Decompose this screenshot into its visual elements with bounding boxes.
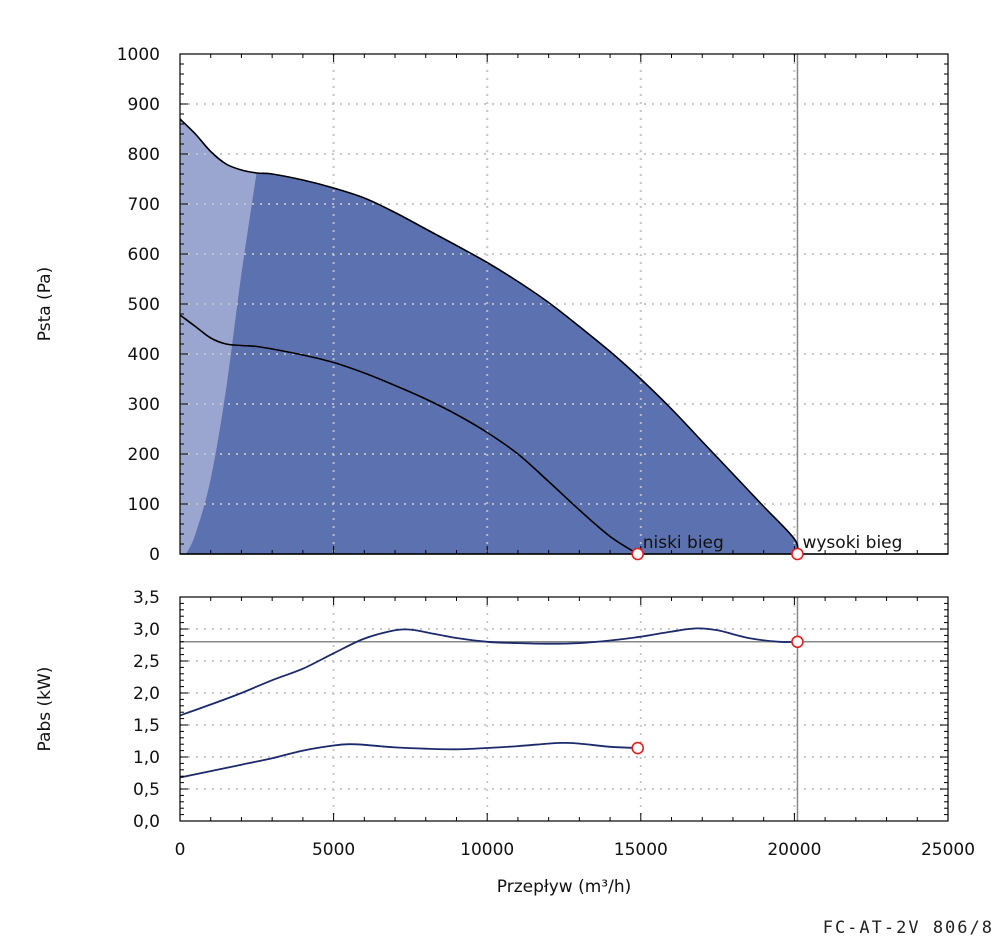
pressure-working-area bbox=[186, 171, 798, 554]
pressure-y-tick-label: 800 bbox=[128, 145, 160, 165]
power-y-tick-label: 2,0 bbox=[133, 684, 160, 704]
power-x-tick-label: 25000 bbox=[921, 840, 975, 860]
power-x-tick-label: 15000 bbox=[614, 840, 668, 860]
power-x-tick-label: 5000 bbox=[312, 840, 355, 860]
pressure-y-tick-label: 600 bbox=[128, 245, 160, 265]
power-y-tick-label: 2,5 bbox=[133, 652, 160, 672]
pressure-y-tick-label: 500 bbox=[128, 295, 160, 315]
power-operating-point bbox=[791, 635, 804, 649]
pressure-axis-title: Psta (Pa) bbox=[35, 267, 55, 341]
pressure-y-tick-label: 200 bbox=[128, 445, 160, 465]
model-code: FC-AT-2V 806/8 bbox=[822, 918, 994, 938]
power-panel: 0,0 0,5 1,0 1,5 2,0 2,5 3,0 3,5 0 5000 10000 15000 2… bbox=[133, 588, 975, 860]
power-y-tick-label: 1,5 bbox=[133, 716, 160, 736]
power-plot-frame bbox=[179, 596, 949, 822]
pressure-y-tick-label: 900 bbox=[128, 95, 160, 115]
power-y-tick-label: 0,5 bbox=[133, 780, 160, 800]
pressure-curve-wysoki-bieg bbox=[179, 118, 799, 555]
pressure-y-tick-label: 400 bbox=[128, 345, 160, 365]
pressure-operating-point bbox=[631, 547, 645, 561]
power-y-tick-label: 3,0 bbox=[133, 620, 160, 640]
pressure-panel: 0 100 200 300 400 500 600 700 800 900 1000 niski bi… bbox=[117, 45, 949, 565]
pressure-operating-point-label: niski bieg bbox=[643, 533, 724, 553]
pressure-y-tick-label: 700 bbox=[128, 195, 160, 215]
power-x-tick-label: 10000 bbox=[460, 840, 514, 860]
pressure-y-tick-label: 0 bbox=[149, 545, 160, 565]
pressure-y-tick-label: 300 bbox=[128, 395, 160, 415]
power-y-tick-label: 3,5 bbox=[133, 588, 160, 608]
pressure-operating-point bbox=[791, 547, 804, 561]
pressure-y-tick-label: 100 bbox=[128, 495, 160, 515]
power-x-tick-label: 0 bbox=[175, 840, 186, 860]
power-operating-point bbox=[631, 741, 645, 755]
flow-axis-title: Przepływ (m³/h) bbox=[497, 877, 631, 897]
power-curve-niski-bieg bbox=[179, 741, 638, 779]
power-axis-title: Pabs (kW) bbox=[35, 667, 55, 752]
power-x-tick-label: 20000 bbox=[767, 840, 821, 860]
pressure-operating-point-label: wysoki bieg bbox=[802, 533, 902, 553]
pressure-y-tick-label: 1000 bbox=[117, 45, 160, 65]
power-y-tick-label: 0,0 bbox=[133, 812, 160, 832]
power-curve-wysoki-bieg bbox=[179, 627, 798, 717]
power-y-tick-label: 1,0 bbox=[133, 748, 160, 768]
pressure-curve-niski-bieg bbox=[179, 314, 639, 555]
